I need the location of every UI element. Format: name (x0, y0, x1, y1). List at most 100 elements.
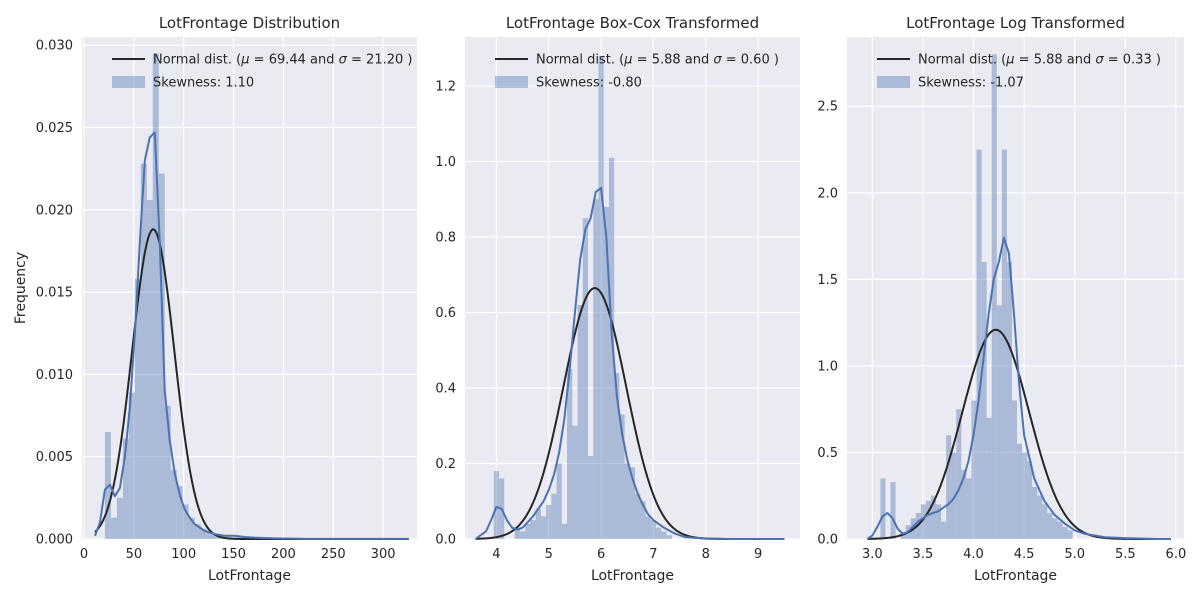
hist-bar (629, 467, 636, 539)
y-tick-label: 1.0 (435, 155, 456, 170)
hist-bar (556, 463, 562, 539)
hist-bar (890, 481, 896, 539)
hist-bar (656, 527, 662, 539)
histogram (104, 53, 405, 539)
hist-bar (640, 501, 646, 539)
histogram (493, 55, 672, 540)
hist-bar (164, 405, 171, 539)
y-tick-label: 0.0 (817, 533, 838, 548)
legend-skewness-label: Skewness: 1.10 (153, 76, 254, 91)
x-tick-label: 4.0 (963, 547, 984, 562)
legend: Normal dist. (μ = 69.44 and σ = 21.20 ) S… (112, 53, 412, 91)
hist-bar (1027, 461, 1033, 539)
hist-bar (981, 262, 987, 539)
hist-bar (152, 53, 159, 539)
hist-bar (603, 206, 609, 540)
x-tick-label: 150 (221, 547, 246, 562)
y-tick-label: 0.015 (36, 286, 73, 301)
hist-bar (116, 497, 123, 539)
hist-bar (140, 163, 147, 539)
x-tick-label: 9 (754, 547, 762, 562)
x-tick-label: 7 (649, 547, 657, 562)
hist-bar (624, 463, 630, 539)
hist-bar (619, 414, 625, 539)
hist-bar (650, 520, 657, 539)
hist-bar (540, 516, 547, 539)
hist-bar (598, 55, 604, 539)
hist-bar (1022, 452, 1028, 539)
hist-bar (976, 149, 982, 539)
y-tick-label: 0.030 (36, 39, 73, 54)
y-tick-label: 0.020 (36, 203, 73, 218)
hist-bar (996, 305, 1002, 539)
hist-bar (966, 478, 972, 539)
legend-skewness-label: Skewness: -1.07 (918, 76, 1024, 91)
hist-bar (493, 471, 500, 539)
hist-bar (525, 523, 531, 539)
chart-panel-1: 0 50 100 150 200 250 300 0.000 0.005 0.010 0.015 0.… (13, 14, 417, 584)
x-tick-label: 5.0 (1064, 547, 1085, 562)
x-tick-label: 3.0 (862, 547, 883, 562)
y-tick-label: 0.000 (36, 533, 73, 548)
hist-bar (666, 535, 672, 539)
hist-bar (593, 199, 599, 539)
hist-bar (1042, 504, 1048, 539)
x-tick-label: 300 (371, 547, 396, 562)
hist-bar (176, 486, 183, 539)
hist-bar (588, 455, 594, 539)
x-tick-label: 5 (545, 547, 553, 562)
hist-bar (635, 493, 641, 539)
kde-line (94, 131, 410, 540)
hist-bar (661, 531, 667, 539)
hist-bar (134, 278, 141, 539)
hist-bar (1006, 262, 1012, 539)
hist-bar (1011, 400, 1018, 539)
hist-bar (170, 469, 177, 539)
hist-bar (880, 478, 886, 539)
hist-bar (182, 504, 189, 539)
hist-bar (530, 520, 536, 539)
hist-bar (1057, 521, 1063, 539)
hist-bar (1047, 513, 1053, 539)
x-tick-label: 3.5 (913, 547, 934, 562)
histogram (880, 54, 1073, 540)
legend: Normal dist. (μ = 5.88 and σ = 0.60 ) Ske… (495, 53, 779, 91)
hist-bar (158, 173, 165, 539)
y-tick-label: 0.2 (435, 457, 456, 472)
x-tick-label: 4 (492, 547, 500, 562)
hist-bar (188, 517, 195, 539)
x-tick-label: 5.5 (1115, 547, 1136, 562)
hist-bar (971, 400, 977, 539)
legend-hist-swatch (112, 76, 145, 88)
y-tick-label: 0.4 (435, 382, 456, 397)
y-tick-label: 1.2 (435, 80, 456, 95)
hist-bar (930, 495, 937, 539)
plot-area (847, 37, 1184, 539)
y-tick-label: 1.5 (817, 273, 838, 288)
chart-title: LotFrontage Box-Cox Transformed (506, 14, 759, 32)
y-tick-label: 0.0 (435, 533, 456, 548)
x-tick-label: 4.5 (1014, 547, 1035, 562)
y-axis-label: Frequency (13, 252, 29, 324)
legend-skewness-label: Skewness: -0.80 (536, 76, 642, 91)
hist-bar (577, 304, 583, 539)
hist-bar (951, 452, 957, 539)
x-axis-label: LotFrontage (591, 568, 674, 584)
y-tick-label: 0.025 (36, 121, 73, 136)
legend-normal-label: Normal dist. (μ = 69.44 and σ = 21.20 ) (153, 53, 412, 68)
hist-bar (645, 516, 651, 539)
hist-bar (535, 508, 541, 539)
hist-bar (200, 529, 207, 539)
legend-normal-label: Normal dist. (μ = 5.88 and σ = 0.33 ) (918, 53, 1161, 68)
x-tick-label: 200 (271, 547, 296, 562)
kde-line (866, 236, 1171, 540)
x-tick-label: 6 (597, 547, 605, 562)
hist-bar (551, 493, 557, 539)
hist-bar (567, 369, 573, 539)
kde-line (474, 186, 785, 540)
hist-bar (514, 527, 520, 539)
x-tick-label: 0 (80, 547, 88, 562)
hist-bar (936, 504, 942, 539)
legend-hist-swatch (495, 76, 528, 88)
